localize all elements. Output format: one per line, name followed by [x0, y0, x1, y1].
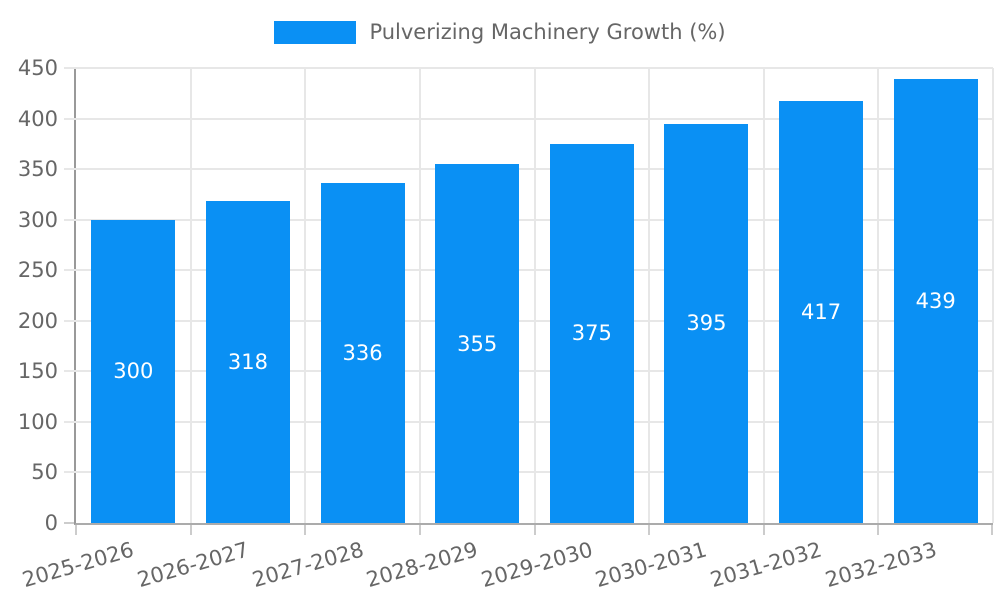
y-tick-label: 450: [17, 56, 58, 80]
y-tick-label: 400: [17, 106, 58, 131]
bar: 417: [779, 101, 864, 523]
y-gridline: [64, 67, 993, 69]
y-tick-label: 250: [17, 258, 58, 283]
plot-area: 300 318 336 355 375 395 417 439: [64, 67, 994, 535]
x-axis-tick: [877, 525, 880, 535]
legend: Pulverizing Machinery Growth (%): [0, 20, 1000, 44]
bar-value-label: 417: [801, 300, 842, 325]
y-gridline: [64, 420, 993, 423]
x-gridline: [418, 68, 421, 523]
bar-value-label: 355: [457, 331, 498, 356]
bar: 318: [205, 201, 290, 523]
bar-value-label: 318: [227, 350, 268, 375]
x-gridline: [762, 68, 765, 523]
y-gridline: [64, 117, 993, 120]
x-axis-tick: [648, 525, 651, 535]
bar: 439: [893, 79, 978, 523]
x-gridline: [877, 68, 880, 523]
y-tick-label: 300: [17, 207, 58, 232]
legend-label: Pulverizing Machinery Growth (%): [369, 20, 726, 44]
bar-value-label: 439: [915, 289, 956, 314]
bar: 375: [549, 143, 634, 523]
y-gridline: [64, 370, 993, 373]
y-tick-label: 50: [31, 460, 58, 485]
x-axis-tick: [418, 525, 421, 535]
bar: 300: [91, 219, 176, 523]
y-gridline: [64, 269, 993, 272]
x-axis-tick: [533, 525, 536, 535]
bar: 395: [664, 123, 749, 523]
bar-value-label: 336: [342, 341, 383, 366]
x-axis-tick: [762, 525, 765, 535]
x-gridline: [533, 68, 536, 523]
x-gridline: [648, 68, 651, 523]
bar-value-label: 375: [571, 321, 612, 346]
y-gridline: [64, 471, 993, 474]
bar-value-label: 300: [113, 359, 154, 384]
bar: 336: [320, 183, 405, 523]
x-gridline: [304, 68, 307, 523]
y-gridline: [64, 218, 993, 221]
x-axis-tick: [991, 525, 993, 535]
bar-value-label: 395: [686, 311, 727, 336]
x-gridline: [189, 68, 192, 523]
y-tick-label: 200: [17, 308, 58, 333]
y-tick-label: 350: [17, 157, 58, 182]
x-gridline: [992, 68, 994, 523]
bar: 355: [435, 164, 520, 523]
x-axis-tick: [189, 525, 192, 535]
y-gridline: [64, 319, 993, 322]
y-gridline: [64, 168, 993, 171]
y-axis-tick: [64, 522, 74, 524]
y-tick-label: 100: [17, 409, 58, 434]
y-tick-label: 0: [44, 511, 58, 535]
x-axis-tick: [75, 525, 77, 535]
y-tick-label: 150: [17, 359, 58, 384]
legend-swatch: [274, 20, 357, 44]
x-axis-tick: [304, 525, 307, 535]
